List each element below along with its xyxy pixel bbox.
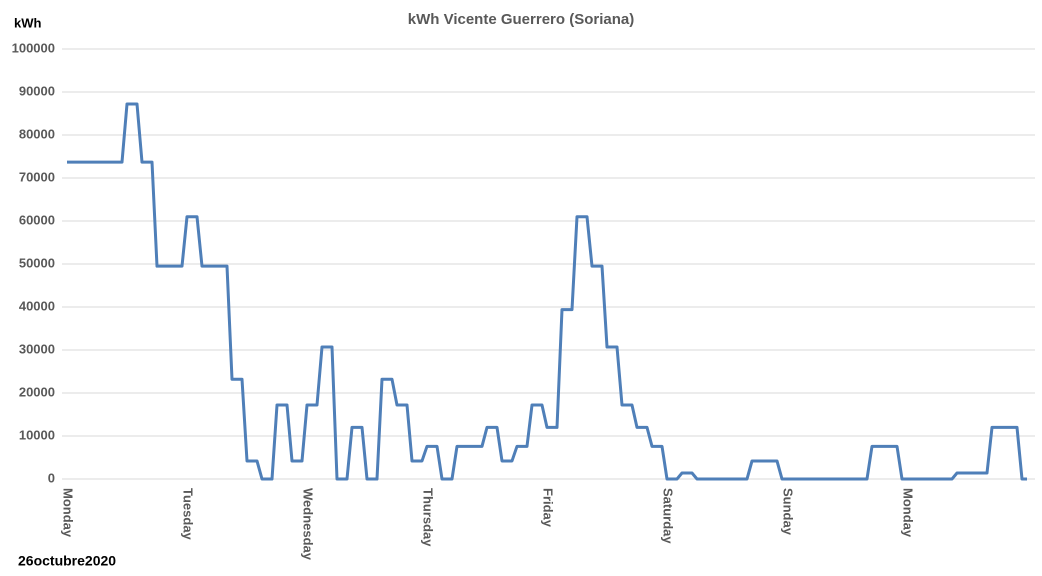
y-tick-label: 10000 (19, 427, 55, 442)
y-tick-label: 30000 (19, 341, 55, 356)
y-tick-label: 50000 (19, 255, 55, 270)
y-axis-label: kWh (14, 15, 42, 30)
y-tick-label: 90000 (19, 83, 55, 98)
x-tick-label: Sunday (781, 488, 796, 536)
footer: 26octubre2020 (18, 553, 116, 569)
x-tick-label: Wednesday (301, 488, 316, 561)
y-tick-label: 70000 (19, 169, 55, 184)
x-tick-label: Thursday (421, 488, 436, 547)
x-tick-label: Saturday (661, 488, 676, 544)
y-tick-label: 60000 (19, 212, 55, 227)
x-tick-label: Tuesday (181, 488, 196, 541)
y-tick-label: 100000 (12, 40, 55, 55)
y-tick-label: 40000 (19, 298, 55, 313)
y-tick-label: 80000 (19, 126, 55, 141)
y-tick-label: 20000 (19, 384, 55, 399)
x-tick-label: Monday (61, 488, 76, 538)
data-line (67, 102, 1027, 481)
x-tick-label: Friday (541, 488, 556, 528)
chart-title: kWh Vicente Guerrero (Soriana) (408, 11, 634, 28)
y-tick-label: 0 (48, 470, 55, 485)
x-tick-label: Monday (901, 488, 916, 538)
